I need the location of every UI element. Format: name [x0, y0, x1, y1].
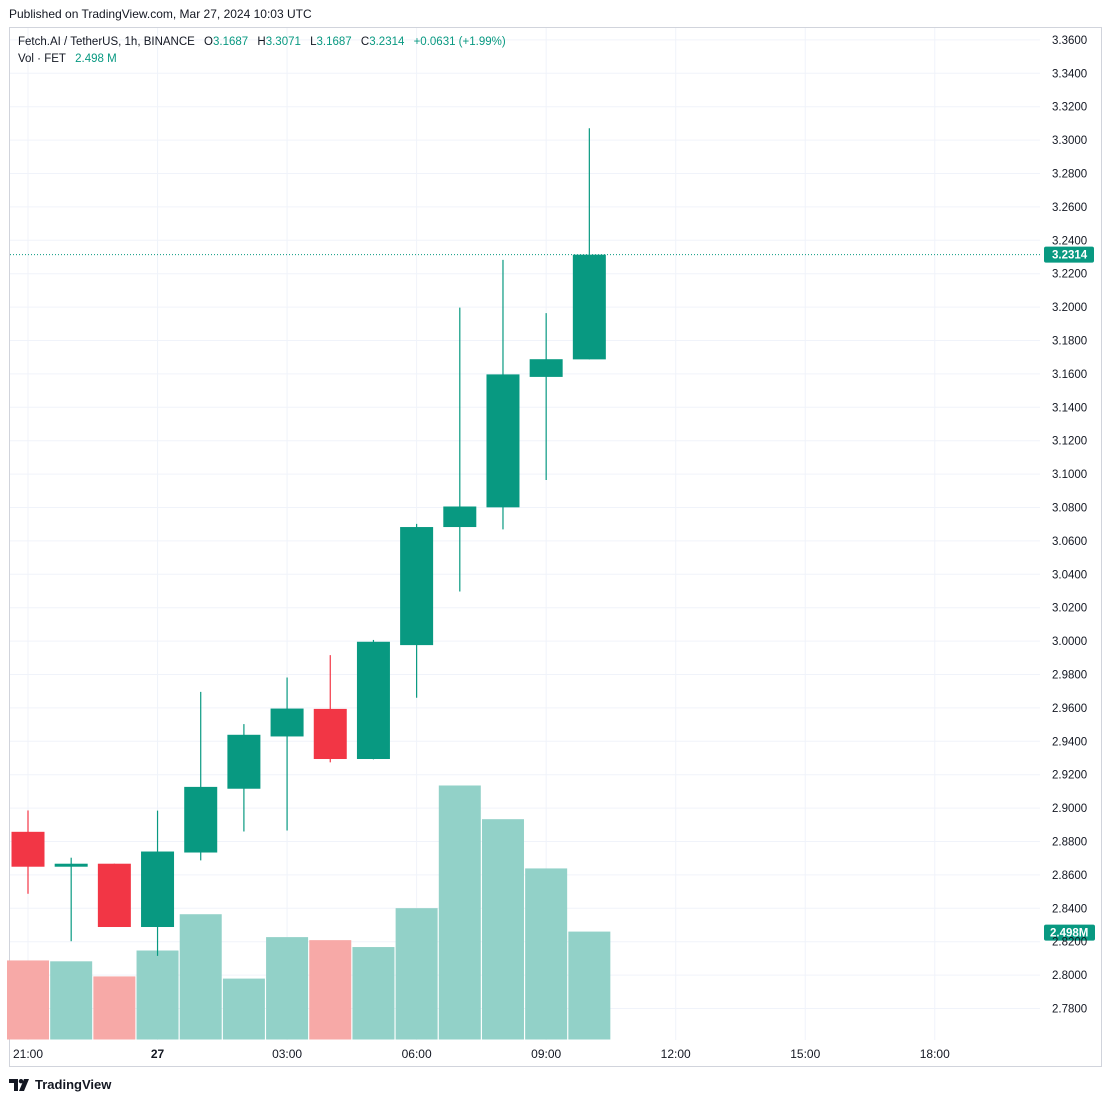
- candle-body: [356, 641, 390, 760]
- y-tick-label: 2.9800: [1052, 670, 1087, 682]
- candle-body: [400, 527, 434, 646]
- y-tick-label: 2.8800: [1052, 837, 1087, 849]
- volume-bars: [7, 785, 611, 1040]
- chart-frame: [9, 27, 1102, 1067]
- candle-body: [486, 374, 520, 508]
- y-tick-label: 3.0200: [1052, 603, 1087, 615]
- time-axis: 21:00 27 03:00 06:00 09:00 12:00 15:00 18:00: [13, 1047, 950, 1061]
- published-note: Published on TradingView.com, Mar 27, 20…: [9, 7, 312, 21]
- footer-brand: TradingView: [35, 1077, 112, 1092]
- y-tick-label: 3.1200: [1052, 436, 1087, 448]
- volume-label: Vol · FET: [18, 53, 66, 65]
- volume-bar: [438, 785, 481, 1040]
- volume-row: Vol · FET 2.498 M: [18, 51, 506, 68]
- candle-body: [227, 734, 261, 789]
- volume-bar: [50, 961, 93, 1040]
- ohlc-row: Fetch.AI / TetherUS, 1h, BINANCE O3.1687…: [18, 34, 506, 51]
- price-axis: 3.3600 3.3400 3.3200 3.3000 3.2800 3.2600 3.24…: [1052, 35, 1087, 1016]
- y-tick-label: 2.9400: [1052, 736, 1087, 748]
- x-tick-label: 21:00: [13, 1047, 43, 1061]
- y-tick-label: 2.9000: [1052, 803, 1087, 815]
- tradingview-footer[interactable]: TradingView: [9, 1077, 111, 1092]
- low-value: 3.1687: [316, 36, 352, 48]
- open-label: O: [204, 36, 213, 48]
- x-tick-label: 18:00: [920, 1047, 950, 1061]
- y-tick-label: 3.3200: [1052, 102, 1087, 114]
- last-volume-label: 2.498M: [1050, 928, 1088, 940]
- volume-value: 2.498 M: [75, 53, 117, 65]
- y-tick-label: 3.0600: [1052, 536, 1087, 548]
- volume-bar: [568, 931, 611, 1040]
- y-tick-label: 3.2400: [1052, 235, 1087, 247]
- close-label: C: [360, 36, 370, 48]
- volume-bar: [93, 976, 136, 1040]
- chart-legend: Fetch.AI / TetherUS, 1h, BINANCE O3.1687…: [18, 34, 506, 68]
- candle-body: [270, 708, 304, 737]
- y-tick-label: 3.1400: [1052, 402, 1087, 414]
- y-tick-label: 3.2800: [1052, 169, 1087, 181]
- y-tick-label: 2.7800: [1052, 1004, 1087, 1016]
- symbol-label: Fetch.AI / TetherUS, 1h, BINANCE: [18, 36, 195, 48]
- y-tick-label: 3.1000: [1052, 469, 1087, 481]
- candle-body: [11, 831, 45, 867]
- low-label: L: [310, 36, 317, 48]
- y-tick-label: 2.9600: [1052, 703, 1087, 715]
- high-label: H: [257, 36, 266, 48]
- volume-bar: [395, 908, 438, 1040]
- x-tick-label: 15:00: [790, 1047, 820, 1061]
- x-tick-label: 06:00: [402, 1047, 432, 1061]
- last-price-badge: [1044, 246, 1094, 263]
- candle-body: [313, 708, 347, 760]
- y-tick-label: 2.8200: [1052, 937, 1087, 949]
- y-tick-label: 2.8600: [1052, 870, 1087, 882]
- volume-bar: [179, 914, 222, 1040]
- y-tick-label: 2.8000: [1052, 970, 1087, 982]
- y-tick-label: 3.2600: [1052, 202, 1087, 214]
- open-value: 3.1687: [213, 36, 249, 48]
- volume-bar: [136, 950, 179, 1040]
- y-tick-label: 3.2000: [1052, 302, 1087, 314]
- candle-body: [572, 254, 606, 360]
- candle-body: [184, 786, 218, 853]
- y-tick-label: 3.3000: [1052, 135, 1087, 147]
- y-tick-label: 3.1800: [1052, 336, 1087, 348]
- y-tick-label: 3.3600: [1052, 35, 1087, 47]
- last-price-line: 3.2314 2.498M: [10, 246, 1095, 941]
- candle-body: [443, 506, 477, 528]
- y-tick-label: 3.3400: [1052, 68, 1087, 80]
- x-tick-label: 03:00: [272, 1047, 302, 1061]
- y-tick-label: 3.0400: [1052, 569, 1087, 581]
- candle-body: [529, 359, 563, 377]
- volume-bar: [352, 947, 395, 1040]
- volume-bar: [481, 819, 524, 1040]
- y-tick-label: 3.2200: [1052, 269, 1087, 281]
- y-tick-label: 2.8400: [1052, 903, 1087, 915]
- change-value: +0.0631 (+1.99%): [413, 36, 506, 48]
- last-price-label: 3.2314: [1052, 250, 1088, 262]
- y-tick-label: 3.1600: [1052, 369, 1087, 381]
- last-volume-badge: [1044, 924, 1095, 941]
- candle-body: [141, 851, 175, 928]
- volume-bar: [222, 978, 265, 1040]
- candle-body: [54, 863, 88, 867]
- high-value: 3.3071: [265, 36, 301, 48]
- candle-body: [97, 863, 131, 928]
- y-tick-label: 3.0000: [1052, 636, 1087, 648]
- x-tick-label: 27: [151, 1047, 165, 1061]
- volume-bar: [7, 960, 49, 1040]
- close-value: 3.2314: [369, 36, 405, 48]
- x-tick-label: 12:00: [661, 1047, 691, 1061]
- volume-bar: [525, 868, 568, 1040]
- volume-bar: [266, 937, 309, 1040]
- x-tick-label: 09:00: [531, 1047, 561, 1061]
- tradingview-logo-icon: [9, 1078, 29, 1091]
- y-tick-label: 2.9200: [1052, 770, 1087, 782]
- y-tick-label: 3.0800: [1052, 503, 1087, 515]
- volume-bar: [309, 940, 352, 1040]
- candles: [11, 128, 606, 956]
